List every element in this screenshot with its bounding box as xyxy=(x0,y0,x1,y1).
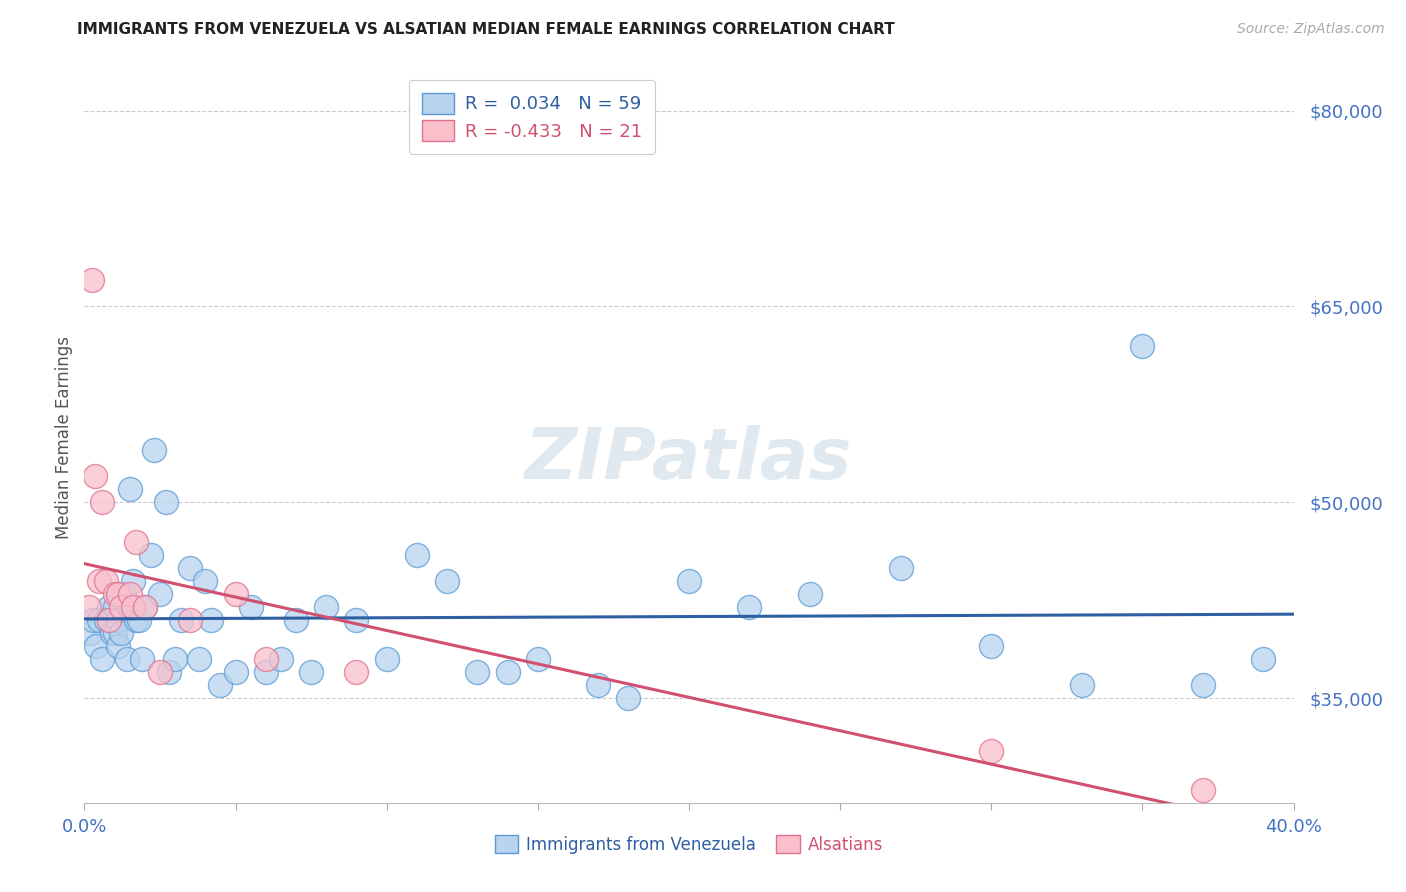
Point xyxy=(139,548,162,562)
Point xyxy=(112,587,135,601)
Point xyxy=(91,652,114,666)
Point xyxy=(890,560,912,574)
Point xyxy=(1132,338,1154,352)
Point xyxy=(94,613,117,627)
Point xyxy=(527,652,550,666)
Point xyxy=(118,599,141,614)
Point xyxy=(299,665,322,680)
Point xyxy=(799,587,821,601)
Point xyxy=(254,652,277,666)
Point xyxy=(100,626,122,640)
Point xyxy=(125,534,148,549)
Point xyxy=(104,599,127,614)
Point xyxy=(1071,678,1094,692)
Point xyxy=(80,273,103,287)
Point xyxy=(1253,652,1275,666)
Point xyxy=(110,599,132,614)
Y-axis label: Median Female Earnings: Median Female Earnings xyxy=(55,335,73,539)
Point xyxy=(315,599,337,614)
Point xyxy=(285,613,308,627)
Point xyxy=(128,613,150,627)
Point xyxy=(121,599,143,614)
Point xyxy=(86,639,108,653)
Point xyxy=(118,483,141,497)
Legend: Immigrants from Venezuela, Alsatians: Immigrants from Venezuela, Alsatians xyxy=(488,829,890,860)
Point xyxy=(104,626,127,640)
Point xyxy=(149,587,172,601)
Point xyxy=(467,665,489,680)
Point xyxy=(79,626,101,640)
Point xyxy=(406,548,429,562)
Point xyxy=(142,443,165,458)
Point xyxy=(104,587,127,601)
Point xyxy=(121,574,143,588)
Point xyxy=(209,678,232,692)
Point xyxy=(97,599,120,614)
Point xyxy=(134,599,156,614)
Point xyxy=(678,574,700,588)
Text: Source: ZipAtlas.com: Source: ZipAtlas.com xyxy=(1237,22,1385,37)
Point xyxy=(436,574,458,588)
Point xyxy=(170,613,193,627)
Point xyxy=(980,639,1002,653)
Point xyxy=(107,587,129,601)
Point xyxy=(115,652,138,666)
Point xyxy=(94,574,117,588)
Point xyxy=(84,469,107,483)
Point xyxy=(254,665,277,680)
Point xyxy=(89,574,111,588)
Point xyxy=(346,613,368,627)
Text: IMMIGRANTS FROM VENEZUELA VS ALSATIAN MEDIAN FEMALE EARNINGS CORRELATION CHART: IMMIGRANTS FROM VENEZUELA VS ALSATIAN ME… xyxy=(77,22,896,37)
Point xyxy=(188,652,211,666)
Point xyxy=(200,613,222,627)
Point xyxy=(131,652,153,666)
Point xyxy=(82,613,104,627)
Point xyxy=(118,587,141,601)
Point xyxy=(77,599,100,614)
Point xyxy=(107,639,129,653)
Point xyxy=(1192,782,1215,797)
Point xyxy=(738,599,761,614)
Point xyxy=(97,613,120,627)
Point xyxy=(194,574,217,588)
Point xyxy=(980,743,1002,757)
Point xyxy=(179,560,201,574)
Point xyxy=(91,495,114,509)
Point xyxy=(375,652,398,666)
Point xyxy=(107,613,129,627)
Point xyxy=(496,665,519,680)
Point xyxy=(617,691,640,706)
Point xyxy=(134,599,156,614)
Point xyxy=(165,652,187,666)
Point xyxy=(225,587,247,601)
Point xyxy=(125,613,148,627)
Point xyxy=(270,652,292,666)
Point xyxy=(149,665,172,680)
Point xyxy=(588,678,610,692)
Point xyxy=(110,626,132,640)
Point xyxy=(89,613,111,627)
Text: ZIPatlas: ZIPatlas xyxy=(526,425,852,493)
Point xyxy=(1192,678,1215,692)
Point xyxy=(155,495,177,509)
Point xyxy=(225,665,247,680)
Point xyxy=(157,665,180,680)
Point xyxy=(179,613,201,627)
Point xyxy=(239,599,262,614)
Point xyxy=(346,665,368,680)
